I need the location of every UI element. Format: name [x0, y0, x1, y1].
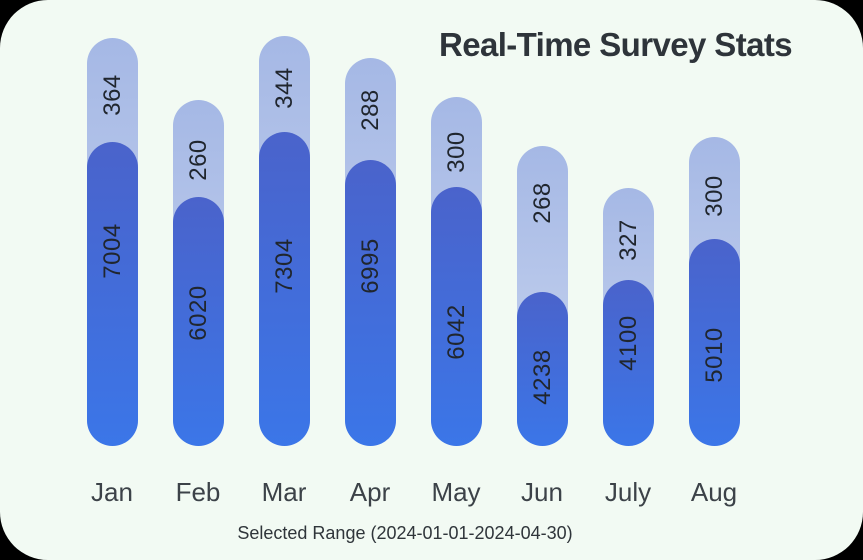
bar-jan-primary-value: 7004 — [98, 223, 126, 279]
bar-may-secondary-value: 300 — [442, 131, 470, 173]
axis-label-feb: Feb — [175, 477, 221, 507]
bar-jan-secondary-value: 364 — [98, 74, 126, 116]
bar-may-primary-value: 6042 — [442, 304, 470, 360]
bar-jun-primary-value: 4238 — [528, 349, 556, 405]
bar-feb-primary-segment[interactable]: 6020 — [173, 197, 224, 446]
bar-july-secondary-value: 327 — [614, 219, 642, 261]
bar-aug-primary-segment[interactable]: 5010 — [689, 239, 740, 446]
bar-apr-primary-segment[interactable]: 6995 — [345, 160, 396, 446]
bar-may-primary-segment[interactable]: 6042 — [431, 187, 482, 446]
bar-feb-primary-value: 6020 — [184, 285, 212, 341]
axis-label-apr: Apr — [349, 477, 391, 507]
axis-label-aug: Aug — [690, 477, 738, 507]
bar-mar-secondary-value: 344 — [270, 67, 298, 109]
axis-label-jan: Jan — [91, 477, 133, 507]
bar-apr-secondary-value: 288 — [356, 89, 384, 131]
selected-range-caption: Selected Range (2024-01-01-2024-04-30) — [237, 523, 573, 543]
bar-mar-primary-value: 7304 — [270, 238, 298, 294]
bar-feb-secondary-value: 260 — [184, 139, 212, 181]
bar-july-primary-segment[interactable]: 4100 — [603, 280, 654, 446]
bar-july-primary-value: 4100 — [614, 315, 642, 371]
bar-jun-primary-segment[interactable]: 4238 — [517, 292, 568, 446]
bar-jun-secondary-value: 268 — [528, 182, 556, 224]
bar-mar-primary-segment[interactable]: 7304 — [259, 132, 310, 446]
bar-aug-primary-value: 5010 — [700, 327, 728, 383]
chart-title: Real-Time Survey Stats — [438, 26, 793, 63]
axis-label-jun: Jun — [521, 477, 563, 507]
axis-label-mar: Mar — [261, 477, 307, 507]
axis-label-july: July — [604, 477, 652, 507]
bar-jan-primary-segment[interactable]: 7004 — [87, 142, 138, 446]
bar-apr-primary-value: 6995 — [356, 238, 384, 294]
bar-aug-secondary-value: 300 — [700, 175, 728, 217]
axis-label-may: May — [431, 477, 481, 507]
